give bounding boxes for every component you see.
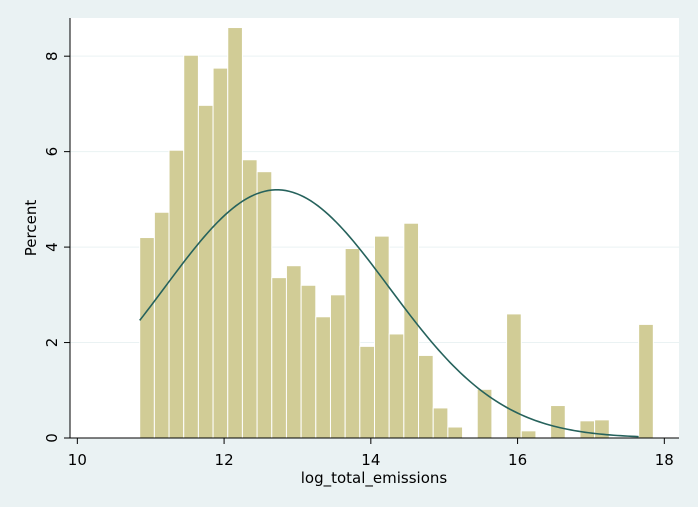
y-tick-label: 0	[43, 433, 61, 443]
histogram-bar	[388, 333, 405, 439]
histogram-bars	[139, 27, 654, 439]
x-axis-ticks: 10 12 14 16 18	[68, 438, 674, 469]
x-tick-label: 18	[655, 451, 674, 469]
histogram-bar	[168, 149, 185, 439]
histogram-bar	[403, 222, 420, 439]
histogram-bar	[550, 405, 566, 439]
histogram-bar	[359, 345, 375, 439]
x-axis-title: log_total_emissions	[301, 469, 448, 488]
histogram-bar	[212, 67, 229, 439]
histogram-bar	[139, 237, 155, 439]
x-tick-label: 12	[215, 451, 234, 469]
histogram-bar	[579, 420, 596, 439]
y-tick-label: 8	[43, 51, 61, 61]
y-tick-label: 6	[43, 147, 61, 157]
histogram-bar	[241, 159, 258, 439]
histogram-bar	[153, 211, 170, 439]
histogram-bar	[285, 265, 302, 439]
x-tick-label: 16	[508, 451, 527, 469]
x-tick-label: 14	[361, 451, 380, 469]
y-axis-ticks: 0 2 4 6 8	[43, 51, 70, 443]
histogram-bar	[374, 235, 390, 439]
histogram-bar	[197, 104, 214, 439]
histogram-bar	[329, 294, 346, 439]
x-tick-label: 10	[68, 451, 87, 469]
histogram-bar	[447, 426, 464, 439]
histogram-bar	[227, 27, 243, 439]
y-tick-label: 4	[43, 242, 61, 252]
histogram-bar	[271, 277, 287, 439]
histogram-bar	[315, 316, 331, 439]
histogram-bar	[520, 430, 537, 439]
histogram-bar	[432, 407, 449, 439]
histogram-bar	[300, 284, 317, 439]
normal-density-line	[139, 189, 639, 438]
histogram-bar	[638, 323, 654, 439]
histogram-bar	[344, 248, 361, 439]
histogram-bar	[418, 354, 434, 439]
histogram-bar	[506, 313, 522, 439]
histogram-bar	[256, 171, 273, 439]
y-tick-label: 2	[43, 338, 61, 348]
y-axis-title: Percent	[22, 200, 40, 257]
